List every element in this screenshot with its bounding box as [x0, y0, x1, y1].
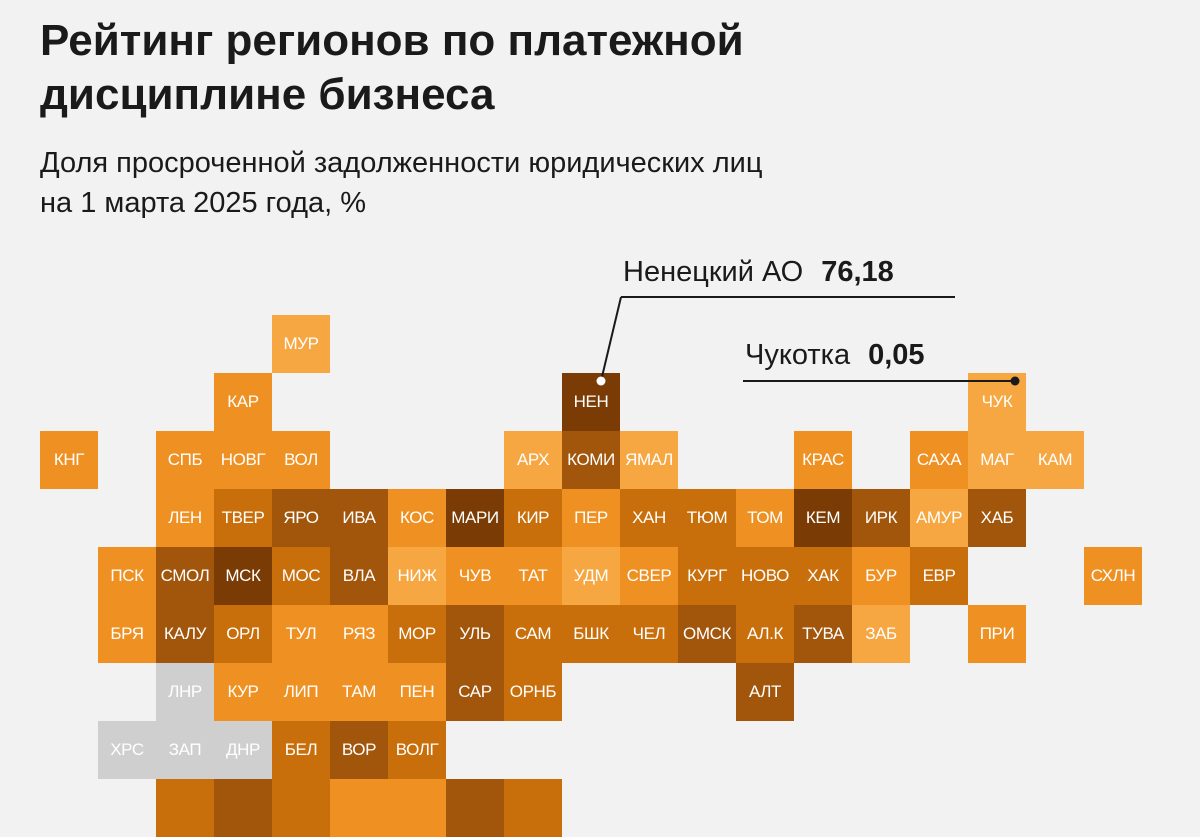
- region-tile-ЕВР: ЕВР: [910, 547, 968, 605]
- region-tile-БУР: БУР: [852, 547, 910, 605]
- callout-nenets-value: 76,18: [821, 256, 894, 288]
- region-tile-МУР: МУР: [272, 315, 330, 373]
- region-tile-ЗАБ: ЗАБ: [852, 605, 910, 663]
- region-tile-КЕМ: КЕМ: [794, 489, 852, 547]
- callout-nenets-dot: [596, 376, 606, 386]
- callout-nenets-leader: [600, 296, 622, 382]
- region-tile-ПЕН: ПЕН: [388, 663, 446, 721]
- region-tile-КАР: КАР: [214, 373, 272, 431]
- region-tile-УЛЬ: УЛЬ: [446, 605, 504, 663]
- callout-leaders: [596, 296, 1020, 386]
- region-tile-ЧУК: ЧУК: [968, 373, 1026, 431]
- region-tile-ДНР: ДНР: [214, 721, 272, 779]
- page-title: Рейтинг регионов по платежной дисциплине…: [40, 14, 1140, 122]
- region-tile-БШК: БШК: [562, 605, 620, 663]
- region-tile-ХАК: ХАК: [794, 547, 852, 605]
- region-tile-НОВО: НОВО: [736, 547, 794, 605]
- region-tile-ХАН: ХАН: [620, 489, 678, 547]
- region-tile-АРХ: АРХ: [504, 431, 562, 489]
- region-tile-ПРИ: ПРИ: [968, 605, 1026, 663]
- region-tile-ТЮМ: ТЮМ: [678, 489, 736, 547]
- region-tile-ОРНБ: ОРНБ: [504, 663, 562, 721]
- region-tile-КНГ: КНГ: [40, 431, 98, 489]
- region-tile-НОВГ: НОВГ: [214, 431, 272, 489]
- region-tile-ХАБ: ХАБ: [968, 489, 1026, 547]
- subtitle-line-2: на 1 марта 2025 года, %: [40, 187, 367, 219]
- region-tile-БЕЛ: БЕЛ: [272, 721, 330, 779]
- callout-chukotka-dot: [1010, 376, 1020, 386]
- region-tile-ТОМ: ТОМ: [736, 489, 794, 547]
- region-tile-ТАМ: ТАМ: [330, 663, 388, 721]
- region-tile-ВОЛГ: ВОЛГ: [388, 721, 446, 779]
- region-tile-ПЕР: ПЕР: [562, 489, 620, 547]
- region-tile-КУРГ: КУРГ: [678, 547, 736, 605]
- region-tile-ВЛА: ВЛА: [330, 547, 388, 605]
- region-tile-ТУЛ: ТУЛ: [272, 605, 330, 663]
- region-tile-ОРЛ: ОРЛ: [214, 605, 272, 663]
- region-tile-АЛТ: АЛТ: [736, 663, 794, 721]
- region-tile-ТВЕР: ТВЕР: [214, 489, 272, 547]
- region-tile-РЯЗ: РЯЗ: [330, 605, 388, 663]
- region-tile-КАЛУ: КАЛУ: [156, 605, 214, 663]
- region-tile-ВОЛ: ВОЛ: [272, 431, 330, 489]
- region-tile-УДМ: УДМ: [562, 547, 620, 605]
- region-tile-ЧУВ: ЧУВ: [446, 547, 504, 605]
- callout-chukotka-label: Чукотка: [745, 339, 851, 371]
- region-tile-ЗАП: ЗАП: [156, 721, 214, 779]
- region-tile-НЕН: НЕН: [562, 373, 620, 431]
- region-tile-САР: САР: [446, 663, 504, 721]
- region-tile-ЛИП: ЛИП: [272, 663, 330, 721]
- region-tile-МАГ: МАГ: [968, 431, 1026, 489]
- region-tile-БРЯ: БРЯ: [98, 605, 156, 663]
- region-tile-ЛЕН: ЛЕН: [156, 489, 214, 547]
- region-tile-КАМ: КАМ: [1026, 431, 1084, 489]
- callout-nenets: Ненецкий АО 76,18: [623, 256, 894, 289]
- region-tile-ТУВА: ТУВА: [794, 605, 852, 663]
- callout-chukotka: Чукотка 0,05: [745, 339, 925, 372]
- region-tile-ХРС: ХРС: [98, 721, 156, 779]
- region-tile-КИР: КИР: [504, 489, 562, 547]
- subtitle-line-1: Доля просроченной задолженности юридичес…: [40, 147, 763, 179]
- title-line-2: дисциплине бизнеса: [40, 70, 495, 119]
- callout-chukotka-value: 0,05: [868, 339, 925, 371]
- region-tile-ЧЕЛ: ЧЕЛ: [620, 605, 678, 663]
- region-tile-МОР: МОР: [388, 605, 446, 663]
- region-tile-ИРК: ИРК: [852, 489, 910, 547]
- region-tile-САМ: САМ: [504, 605, 562, 663]
- region-tile-АЛ.К: АЛ.К: [736, 605, 794, 663]
- region-tile-МОС: МОС: [272, 547, 330, 605]
- page-subtitle: Доля просроченной задолженности юридичес…: [40, 143, 1140, 223]
- callout-nenets-label: Ненецкий АО: [623, 256, 804, 288]
- region-tile-ЯРО: ЯРО: [272, 489, 330, 547]
- region-tile-ВОР: ВОР: [330, 721, 388, 779]
- region-tile-КОС: КОС: [388, 489, 446, 547]
- title-line-1: Рейтинг регионов по платежной: [40, 16, 744, 65]
- region-tile-КУР: КУР: [214, 663, 272, 721]
- region-tile-ЯМАЛ: ЯМАЛ: [620, 431, 678, 489]
- region-tile-ТАТ: ТАТ: [504, 547, 562, 605]
- region-tile-МСК: МСК: [214, 547, 272, 605]
- region-tile-МАРИ: МАРИ: [446, 489, 504, 547]
- region-tile-СВЕР: СВЕР: [620, 547, 678, 605]
- region-tile-ЛНР: ЛНР: [156, 663, 214, 721]
- region-tile-АМУР: АМУР: [910, 489, 968, 547]
- region-tile-САХА: САХА: [910, 431, 968, 489]
- region-tile-КОМИ: КОМИ: [562, 431, 620, 489]
- region-tile-СПБ: СПБ: [156, 431, 214, 489]
- region-tile-ОМСК: ОМСК: [678, 605, 736, 663]
- region-tile-СХЛН: СХЛН: [1084, 547, 1142, 605]
- region-tile-СМОЛ: СМОЛ: [156, 547, 214, 605]
- region-tile-ИВА: ИВА: [330, 489, 388, 547]
- region-tile-НИЖ: НИЖ: [388, 547, 446, 605]
- region-tile-ПСК: ПСК: [98, 547, 156, 605]
- region-tile-КРАС: КРАС: [794, 431, 852, 489]
